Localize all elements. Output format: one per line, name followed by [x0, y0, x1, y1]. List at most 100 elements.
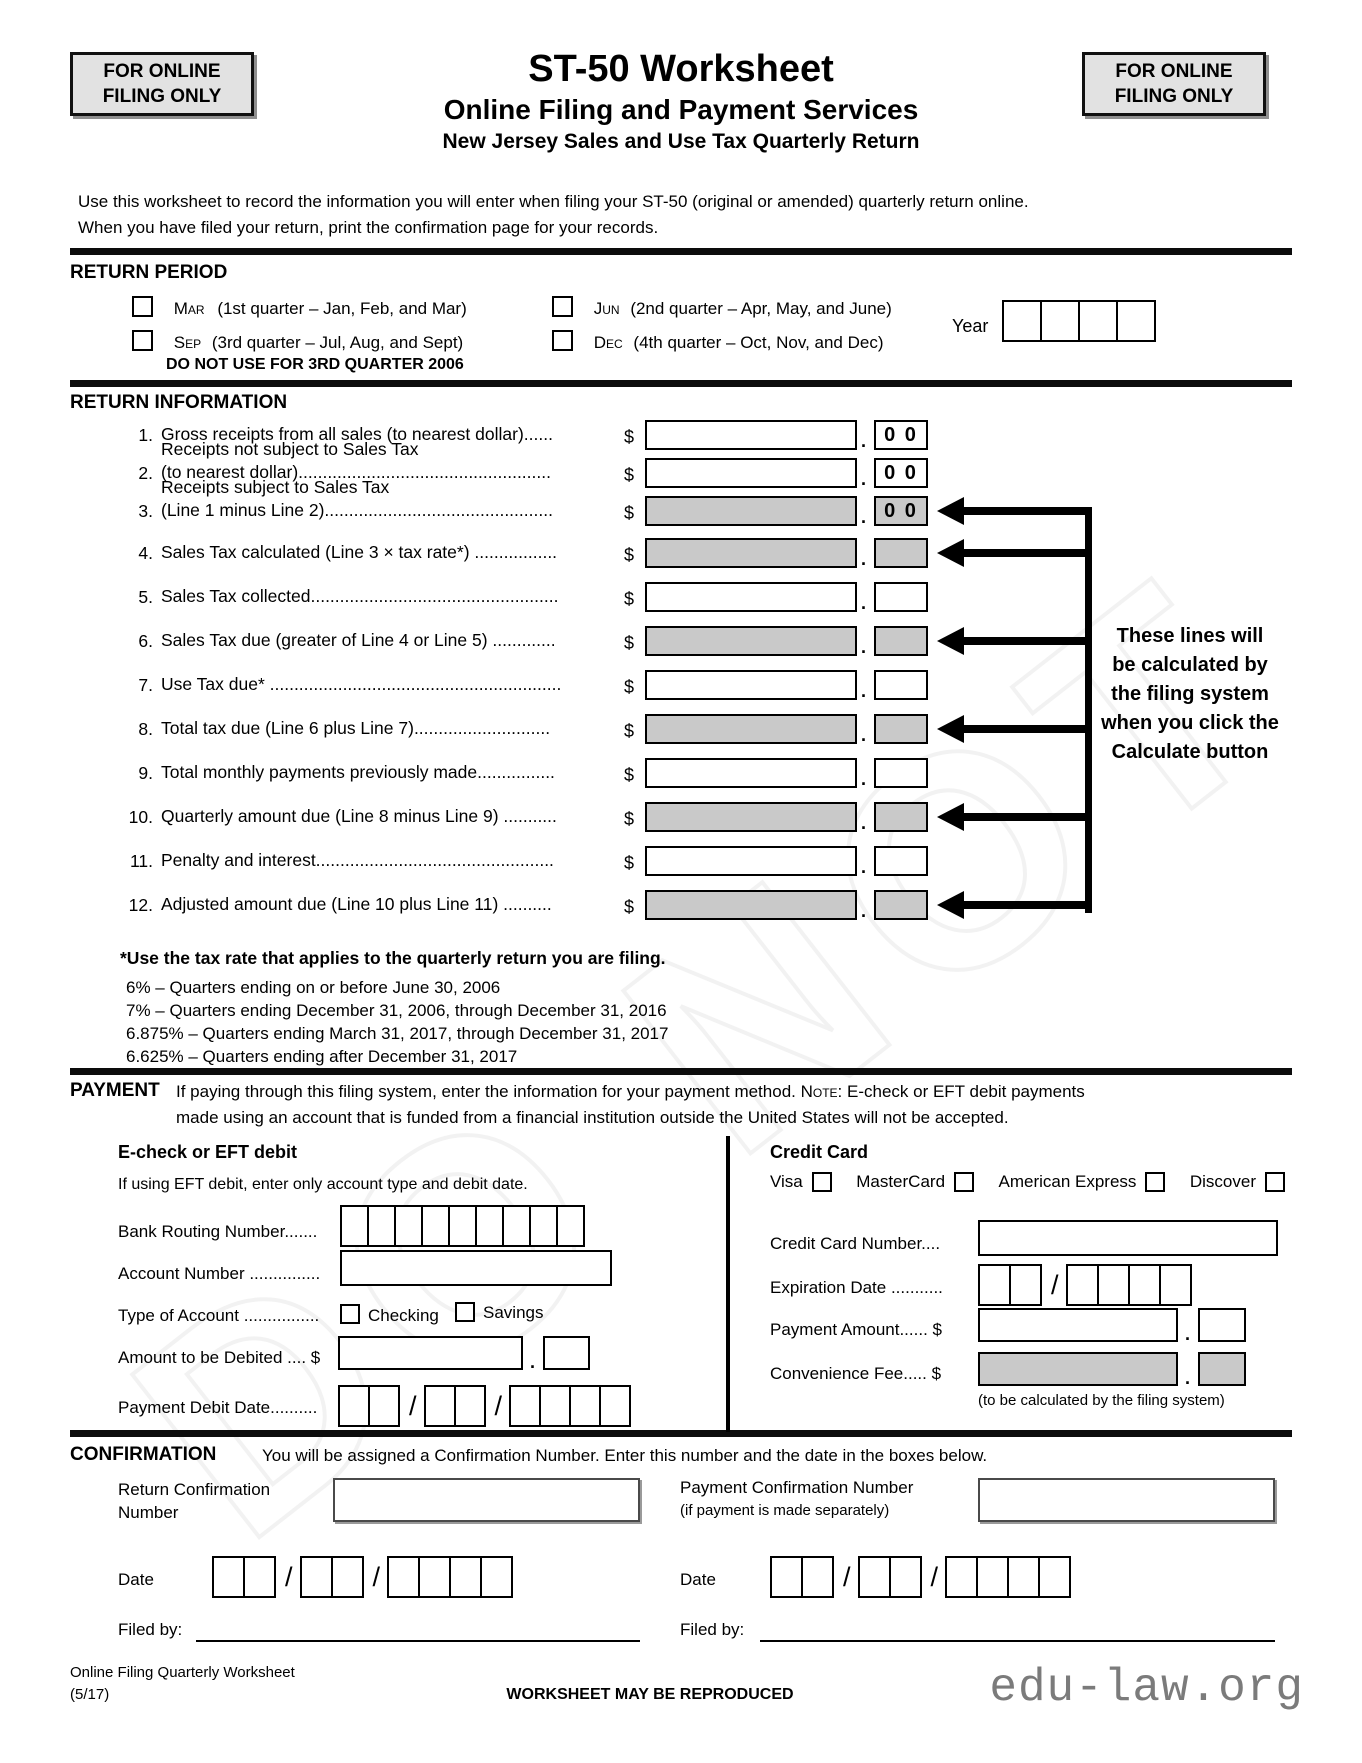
digit-cell[interactable] — [569, 1385, 602, 1427]
payment-date-input[interactable]: / / — [770, 1556, 1072, 1598]
jun-checkbox[interactable] — [552, 296, 573, 317]
digit-cell[interactable] — [599, 1385, 632, 1427]
digit-cell[interactable] — [423, 1385, 456, 1427]
mar-checkbox[interactable] — [132, 296, 153, 317]
card-brand-label: American Express — [998, 1172, 1137, 1191]
expiration-date-input[interactable]: / — [978, 1264, 1192, 1306]
line-label-text: (Line 1 minus Line 2)...................… — [161, 500, 553, 520]
year-input-boxes[interactable] — [1002, 300, 1156, 342]
payment-filed-by-line[interactable] — [760, 1620, 1275, 1642]
digit-cell[interactable] — [421, 1205, 450, 1247]
line-number: 11. — [129, 851, 153, 871]
digit-cell[interactable] — [801, 1556, 834, 1598]
debit-date-input[interactable]: / / — [338, 1385, 632, 1427]
dec-checkbox[interactable] — [552, 330, 573, 351]
digit-cell[interactable] — [394, 1205, 423, 1247]
payment-heading: PAYMENT — [70, 1080, 160, 1101]
visa-checkbox[interactable] — [811, 1172, 832, 1192]
amount-input-box[interactable] — [645, 670, 857, 700]
digit-cell[interactable] — [1127, 1264, 1161, 1306]
digit-cell[interactable] — [449, 1556, 483, 1598]
calculated-lines-callout: These lines will be calculated by the fili… — [1080, 622, 1300, 767]
discover-checkbox[interactable] — [1265, 1172, 1285, 1192]
digit-cell[interactable] — [418, 1556, 452, 1598]
quarter-option-sep: Sep (3rd quarter – Jul, Aug, and Sept) — [132, 330, 463, 353]
return-period-heading: RETURN PERIOD — [70, 262, 228, 283]
debit-amount-input[interactable] — [338, 1336, 523, 1370]
line-label: Total tax due (Line 6 plus Line 7)......… — [161, 717, 620, 740]
digit-cell[interactable] — [212, 1556, 245, 1598]
digit-cell[interactable] — [1040, 300, 1080, 342]
digit-cell[interactable] — [888, 1556, 922, 1598]
sep-checkbox[interactable] — [132, 330, 153, 351]
amount-input-box[interactable] — [645, 420, 857, 450]
digit-cell[interactable] — [509, 1385, 542, 1427]
digit-cell[interactable] — [529, 1205, 558, 1247]
amount-input-box[interactable] — [645, 458, 857, 488]
return-date-label: Date — [118, 1570, 154, 1589]
digit-cell[interactable] — [453, 1385, 486, 1427]
payment-amount-cents-input[interactable] — [1198, 1308, 1246, 1342]
quarter-abbr: Sep — [173, 333, 202, 352]
line-label-text: Penalty and interest....................… — [161, 850, 554, 870]
digit-cell[interactable] — [330, 1556, 364, 1598]
mastercard-checkbox[interactable] — [954, 1172, 975, 1192]
digit-cell[interactable] — [1038, 1556, 1072, 1598]
line-label-text: Sales Tax collected.....................… — [161, 586, 559, 606]
digit-cell[interactable] — [857, 1556, 891, 1598]
digit-cell[interactable] — [1065, 1264, 1099, 1306]
digit-cell[interactable] — [1007, 1556, 1041, 1598]
routing-number-input[interactable] — [340, 1205, 585, 1247]
digit-cell[interactable] — [1009, 1264, 1042, 1306]
digit-cell[interactable] — [367, 1205, 396, 1247]
digit-cell[interactable] — [539, 1385, 572, 1427]
expiration-date-label: Expiration Date ........... — [770, 1278, 943, 1297]
return-filed-by-line[interactable] — [196, 1620, 640, 1642]
cents-input-box[interactable] — [874, 846, 928, 876]
digit-cell[interactable] — [770, 1556, 803, 1598]
digit-cell[interactable] — [978, 1264, 1011, 1306]
checking-checkbox[interactable] — [340, 1304, 360, 1324]
payment-confirmation-number-input[interactable] — [978, 1478, 1275, 1522]
digit-cell[interactable] — [338, 1385, 370, 1427]
cents-input-box[interactable] — [874, 758, 928, 788]
digit-cell[interactable] — [1078, 300, 1118, 342]
savings-checkbox[interactable] — [455, 1302, 475, 1322]
calculated-arrow-icon — [937, 803, 964, 831]
digit-cell[interactable] — [1096, 1264, 1130, 1306]
digit-cell[interactable] — [340, 1205, 369, 1247]
return-date-input[interactable]: / / — [212, 1556, 514, 1598]
digit-cell[interactable] — [556, 1205, 585, 1247]
digit-cell[interactable] — [368, 1385, 400, 1427]
digit-cell[interactable] — [480, 1556, 514, 1598]
digit-cell[interactable] — [1002, 300, 1042, 342]
amount-input-box[interactable] — [645, 758, 857, 788]
debit-amount-cents-input[interactable] — [543, 1336, 590, 1370]
digit-cell[interactable] — [387, 1556, 421, 1598]
account-type-label: Type of Account ................ — [118, 1306, 320, 1325]
digit-cell[interactable] — [976, 1556, 1010, 1598]
quarter-option-dec: Dec (4th quarter – Oct, Nov, and Dec) — [552, 330, 884, 353]
return-info-line-11: 11. Penalty and interest.................… — [0, 846, 1362, 877]
return-info-line-5: 5. Sales Tax collected...................… — [0, 582, 1362, 613]
section-divider — [70, 248, 1292, 255]
cents-input-box[interactable] — [874, 670, 928, 700]
digit-cell[interactable] — [1158, 1264, 1192, 1306]
digit-cell[interactable] — [299, 1556, 333, 1598]
digit-cell[interactable] — [475, 1205, 504, 1247]
digit-cell[interactable] — [1116, 300, 1156, 342]
amount-input-box[interactable] — [645, 846, 857, 876]
digit-cell[interactable] — [243, 1556, 276, 1598]
payment-amount-input[interactable] — [978, 1308, 1178, 1342]
dollar-sign: $ — [624, 427, 635, 447]
card-number-input[interactable] — [978, 1220, 1278, 1256]
digit-cell[interactable] — [502, 1205, 531, 1247]
account-number-input[interactable] — [340, 1250, 612, 1286]
digit-cell[interactable] — [448, 1205, 477, 1247]
digit-cell[interactable] — [945, 1556, 979, 1598]
american-express-checkbox[interactable] — [1145, 1172, 1166, 1192]
cents-input-box[interactable] — [874, 582, 928, 612]
calculated-amount-box — [645, 714, 857, 744]
return-confirmation-number-input[interactable] — [333, 1478, 640, 1522]
amount-input-box[interactable] — [645, 582, 857, 612]
